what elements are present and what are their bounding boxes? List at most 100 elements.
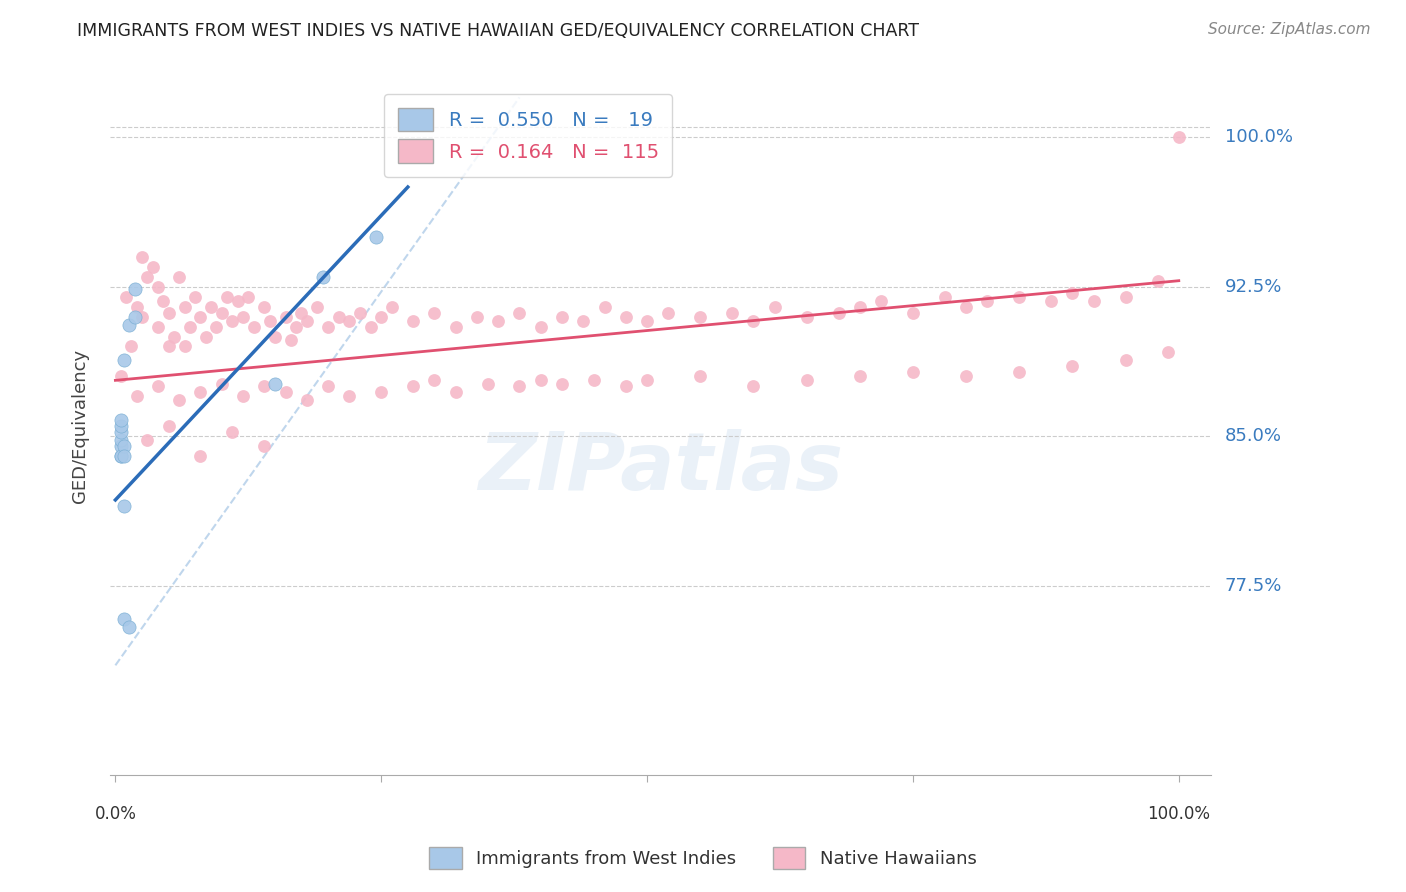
Point	[316, 319, 339, 334]
Point	[118, 318, 141, 332]
Point	[194, 329, 217, 343]
Text: ZIPatlas: ZIPatlas	[478, 429, 842, 507]
Point	[110, 419, 132, 434]
Point	[221, 313, 243, 327]
Point	[312, 269, 335, 284]
Text: 77.5%: 77.5%	[1225, 576, 1282, 595]
Point	[465, 310, 488, 324]
Point	[163, 329, 186, 343]
Point	[796, 373, 818, 387]
Point	[1008, 290, 1031, 304]
Point	[190, 385, 212, 400]
Point	[142, 260, 165, 274]
Legend: Immigrants from West Indies, Native Hawaiians: Immigrants from West Indies, Native Hawa…	[420, 838, 986, 879]
Point	[112, 439, 135, 453]
Point	[657, 305, 679, 319]
Point	[136, 269, 159, 284]
Point	[849, 300, 872, 314]
Point	[381, 300, 404, 314]
Point	[1083, 293, 1105, 308]
Point	[285, 319, 308, 334]
Point	[274, 385, 297, 400]
Point	[295, 393, 318, 408]
Point	[1146, 274, 1168, 288]
Point	[238, 290, 260, 304]
Point	[1062, 359, 1084, 374]
Legend: R =  0.550   N =   19, R =  0.164   N =  115: R = 0.550 N = 19, R = 0.164 N = 115	[384, 95, 672, 177]
Point	[360, 319, 382, 334]
Point	[486, 313, 509, 327]
Point	[901, 365, 924, 379]
Point	[110, 413, 132, 427]
Point	[110, 425, 132, 439]
Point	[215, 290, 238, 304]
Point	[337, 313, 360, 327]
Point	[115, 290, 138, 304]
Point	[242, 319, 264, 334]
Point	[264, 377, 287, 392]
Point	[110, 449, 132, 463]
Point	[146, 379, 169, 393]
Point	[364, 230, 387, 244]
Point	[221, 425, 243, 439]
Point	[120, 339, 142, 353]
Point	[444, 319, 467, 334]
Point	[901, 305, 924, 319]
Text: 92.5%: 92.5%	[1225, 277, 1282, 295]
Point	[955, 369, 977, 384]
Point	[112, 353, 135, 368]
Point	[179, 319, 201, 334]
Point	[190, 310, 212, 324]
Point	[1040, 293, 1063, 308]
Point	[157, 339, 180, 353]
Point	[551, 377, 574, 392]
Point	[124, 282, 146, 296]
Point	[827, 305, 849, 319]
Point	[280, 334, 302, 348]
Point	[274, 310, 297, 324]
Text: 0.0%: 0.0%	[94, 805, 136, 823]
Y-axis label: GED/Equivalency: GED/Equivalency	[72, 349, 89, 503]
Point	[402, 379, 425, 393]
Point	[636, 313, 658, 327]
Point	[508, 379, 530, 393]
Point	[721, 305, 744, 319]
Point	[1008, 365, 1031, 379]
Point	[328, 310, 350, 324]
Point	[1157, 345, 1180, 359]
Point	[508, 305, 530, 319]
Point	[370, 310, 392, 324]
Point	[259, 313, 281, 327]
Point	[211, 305, 233, 319]
Point	[110, 439, 132, 453]
Point	[307, 300, 329, 314]
Point	[1115, 353, 1137, 368]
Point	[614, 379, 637, 393]
Point	[370, 385, 392, 400]
Point	[934, 290, 956, 304]
Point	[593, 300, 616, 314]
Point	[689, 310, 711, 324]
Text: 100.0%: 100.0%	[1147, 805, 1211, 823]
Point	[226, 293, 249, 308]
Point	[110, 369, 132, 384]
Point	[614, 310, 637, 324]
Point	[253, 439, 276, 453]
Point	[131, 250, 153, 264]
Point	[211, 377, 233, 392]
Point	[572, 313, 595, 327]
Point	[402, 313, 425, 327]
Text: Source: ZipAtlas.com: Source: ZipAtlas.com	[1208, 22, 1371, 37]
Point	[200, 300, 222, 314]
Text: IMMIGRANTS FROM WEST INDIES VS NATIVE HAWAIIAN GED/EQUIVALENCY CORRELATION CHART: IMMIGRANTS FROM WEST INDIES VS NATIVE HA…	[77, 22, 920, 40]
Point	[205, 319, 228, 334]
Point	[349, 305, 371, 319]
Point	[136, 433, 159, 447]
Point	[173, 339, 195, 353]
Point	[337, 389, 360, 403]
Point	[742, 313, 765, 327]
Point	[232, 310, 254, 324]
Point	[870, 293, 893, 308]
Text: 85.0%: 85.0%	[1225, 427, 1282, 445]
Point	[253, 300, 276, 314]
